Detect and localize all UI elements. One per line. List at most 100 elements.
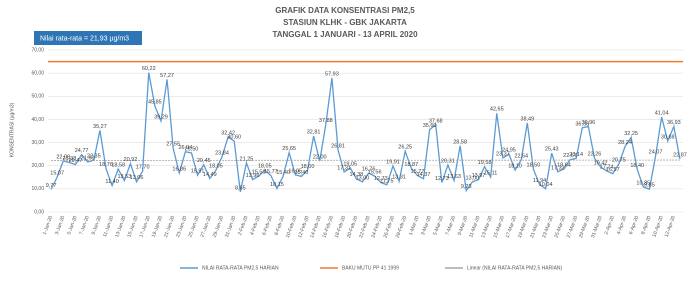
data-label: 22,57 <box>563 153 577 159</box>
x-tick-label: 23-Jan-20 <box>175 215 188 238</box>
data-label: 24,95 <box>502 148 516 154</box>
x-tick-label: 5-Mar-20 <box>432 215 445 236</box>
x-tick-label: 11-Jan-20 <box>102 215 115 238</box>
data-label: 17,31 <box>337 165 351 171</box>
data-label: 39,29 <box>154 115 168 121</box>
data-label: 24,77 <box>75 148 89 154</box>
data-label: 9,77 <box>46 183 57 189</box>
data-label: 18,00 <box>301 164 315 170</box>
data-label: 32,81 <box>307 130 321 136</box>
x-tick-label: 9-Jan-20 <box>91 215 103 236</box>
x-tick-label: 12-Apr-20 <box>664 215 677 238</box>
x-tick-label: 28-Feb-20 <box>395 215 409 239</box>
x-tick-label: 3-Mar-20 <box>420 215 433 236</box>
data-label: 60,22 <box>142 66 156 72</box>
data-label: 9,23 <box>461 184 472 190</box>
x-tick-label: 29-Jan-20 <box>212 215 225 238</box>
data-label: 15,91 <box>191 169 205 175</box>
x-tick-label: 7-Jan-20 <box>78 215 90 236</box>
data-label: 16,05 <box>288 168 302 174</box>
x-tick-label: 6-Apr-20 <box>628 215 640 236</box>
data-label: 19,42 <box>594 161 608 167</box>
data-label: 36,93 <box>667 120 681 126</box>
data-label: 26,04 <box>178 145 192 151</box>
data-label: 25,50 <box>185 146 199 152</box>
x-tick-label: 1-Jan-20 <box>42 215 54 236</box>
data-label: 42,65 <box>490 107 504 113</box>
y-axis-title: KONSENTRASI (µg/m3) <box>9 102 15 157</box>
x-tick-label: 17-Jan-20 <box>139 215 152 238</box>
chart-title: GRAFIK DATA KONSENTRASI PM2,5 <box>275 6 415 15</box>
data-label: 15,40 <box>295 170 309 176</box>
data-label: 22,54 <box>514 153 528 159</box>
data-label: 8,65 <box>235 185 246 191</box>
data-label: 25,65 <box>282 146 296 152</box>
x-tick-label: 13-Jan-20 <box>114 215 127 238</box>
x-tick-label: 9-Mar-20 <box>457 215 470 236</box>
data-label: 11,40 <box>105 179 118 185</box>
data-label: 28,24 <box>618 140 632 146</box>
data-label: 19,91 <box>386 159 400 165</box>
x-tick-label: 3-Jan-20 <box>54 215 66 236</box>
x-tick-label: 5-Jan-20 <box>66 215 78 236</box>
x-tick-label: 13-Mar-20 <box>480 215 494 239</box>
data-label: 26,81 <box>331 143 345 149</box>
data-label: 19,05 <box>343 161 357 167</box>
data-label: 15,77 <box>264 169 278 175</box>
x-tick-label: 17-Mar-20 <box>505 215 519 239</box>
data-label: 32,42 <box>221 130 235 136</box>
legend-label: Linear (NILAI RATA-RATA PM2,5 HARIAN) <box>467 265 563 271</box>
legend-label: NILAI RATA-RATA PM2,5 HARIAN <box>202 265 279 271</box>
data-label: 24,07 <box>649 150 663 156</box>
data-label: 22,09 <box>56 154 70 160</box>
y-tick-label: 0,00 <box>34 209 44 215</box>
data-label: 32,25 <box>624 131 638 137</box>
x-tick-label: 10-Apr-20 <box>652 215 665 238</box>
x-tick-label: 8-Feb-20 <box>274 215 287 236</box>
data-label: 15,51 <box>252 170 266 176</box>
data-label: 17,33 <box>551 165 565 171</box>
y-tick-label: 60,00 <box>31 70 44 76</box>
data-label: 38,49 <box>520 116 534 122</box>
data-label: 15,40 <box>276 170 290 176</box>
annotation-box <box>34 31 142 45</box>
x-tick-label: 27-Mar-20 <box>566 215 580 239</box>
data-label: 20,92 <box>124 157 138 163</box>
data-label: 18,50 <box>527 163 541 169</box>
data-label: 37,88 <box>319 118 333 124</box>
data-label: 57,27 <box>160 73 174 79</box>
data-label: 14,49 <box>203 172 217 178</box>
data-label: 23,37 <box>496 151 510 157</box>
data-label: 22,00 <box>313 155 327 161</box>
data-label: 18,76 <box>99 162 113 168</box>
data-label: 35,60 <box>423 123 437 129</box>
x-tick-label: 22-Feb-20 <box>358 215 372 239</box>
x-tick-label: 19-Mar-20 <box>517 215 531 239</box>
data-label: 20,31 <box>441 158 455 164</box>
data-label: 18,58 <box>111 162 125 168</box>
data-label: 57,93 <box>325 71 339 77</box>
data-label: 10,04 <box>539 182 553 188</box>
y-tick-label: 70,00 <box>31 47 44 53</box>
data-label: 11,75 <box>380 178 393 184</box>
x-tick-label: 24-Feb-20 <box>370 215 384 239</box>
data-label: 12,73 <box>374 176 388 182</box>
data-label: 13,96 <box>246 173 260 179</box>
x-tick-label: 31-Mar-20 <box>590 215 604 239</box>
x-tick-label: 18-Feb-20 <box>334 215 348 239</box>
y-tick-label: 30,00 <box>31 140 44 146</box>
x-tick-label: 1-Mar-20 <box>408 215 421 236</box>
x-tick-label: 6-Feb-20 <box>261 215 274 236</box>
x-tick-label: 25-Mar-20 <box>554 215 568 239</box>
data-label: 20,47 <box>69 158 83 164</box>
x-tick-label: 21-Mar-20 <box>529 215 543 239</box>
data-label: 18,05 <box>209 164 223 170</box>
data-label: 22,35 <box>87 154 101 160</box>
x-tick-label: 31-Jan-20 <box>224 215 237 238</box>
x-tick-label: 29-Mar-20 <box>578 215 592 239</box>
data-label: 15,77 <box>411 169 425 175</box>
data-label: 20,45 <box>197 158 211 164</box>
data-label: 36,38 <box>575 121 589 127</box>
data-label: 17,74 <box>600 164 614 170</box>
data-label: 23,84 <box>215 150 229 156</box>
